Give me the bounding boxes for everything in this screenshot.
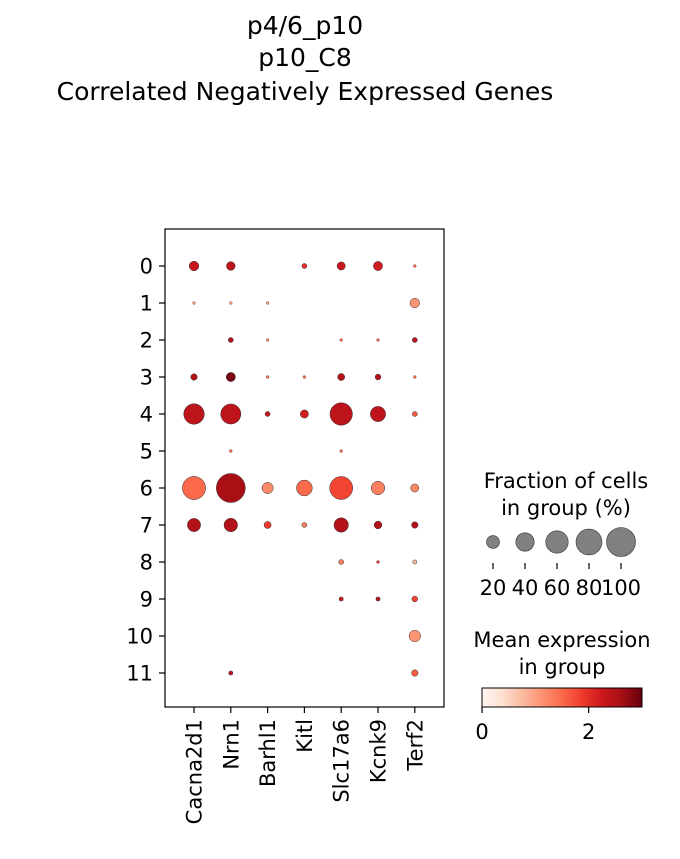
dot-0-Slc17a6 (336, 261, 346, 271)
dot-6-Kcnk9 (370, 480, 386, 496)
dot-4-Terf2 (412, 411, 418, 417)
size-legend-dot (486, 535, 500, 549)
dot-7-Barhl1 (263, 521, 272, 529)
dot-8-Terf2 (412, 559, 418, 565)
dot-11-Terf2 (411, 669, 419, 677)
y-tick-label: 4 (140, 403, 153, 427)
y-tick-label: 1 (140, 292, 153, 316)
y-tick-label: 10 (126, 625, 153, 649)
y-tick-label: 5 (140, 440, 153, 464)
x-tick-label: Kitl (293, 719, 317, 753)
dot-5-Slc17a6 (339, 449, 343, 453)
size-legend-label: 80 (576, 576, 603, 600)
dot-1-Terf2 (409, 297, 420, 309)
dot-3-Cacna2d1 (190, 373, 198, 381)
dot-2-Barhl1 (265, 338, 270, 342)
dot-6-Kitl (296, 479, 313, 497)
dot-2-Terf2 (412, 337, 418, 343)
dot-2-Kcnk9 (376, 338, 380, 342)
dot-7-Kcnk9 (373, 520, 383, 530)
size-legend-dot (545, 530, 569, 554)
chart-title-line-3: Correlated Negatively Expressed Genes (56, 77, 554, 106)
dot-1-Barhl1 (265, 301, 270, 305)
size-legend-title-line-1: Fraction of cells (484, 469, 649, 493)
dot-6-Terf2 (410, 483, 420, 493)
dot-4-Kcnk9 (370, 406, 386, 422)
dot-9-Terf2 (411, 595, 418, 603)
colorbar (481, 687, 643, 708)
dot-2-Nrn1 (228, 337, 234, 343)
colorbar-tick-label: 2 (582, 720, 595, 744)
dot-1-Nrn1 (229, 301, 233, 305)
size-legend-dot (515, 532, 535, 552)
dot-6-Slc17a6 (329, 476, 353, 500)
dot-8-Kcnk9 (376, 560, 380, 564)
dot-8-Slc17a6 (338, 559, 344, 565)
dot-9-Slc17a6 (338, 596, 344, 602)
size-legend-label: 20 (480, 576, 507, 600)
size-legend-dot (606, 527, 636, 557)
dot-7-Terf2 (411, 521, 419, 529)
colorbar-tick-label: 0 (475, 720, 488, 744)
dot-1-Cacna2d1 (192, 301, 196, 305)
dot-7-Nrn1 (223, 517, 238, 533)
dot-4-Barhl1 (264, 411, 271, 417)
dot-0-Terf2 (413, 264, 417, 268)
dot-9-Kcnk9 (375, 596, 381, 602)
y-tick-label: 8 (140, 551, 153, 575)
size-legend-label: 40 (512, 576, 539, 600)
color-legend-title-line-2: in group (519, 655, 606, 679)
x-tick-label: Barhl1 (256, 719, 280, 787)
dot-3-Slc17a6 (337, 373, 346, 381)
dot-4-Nrn1 (220, 403, 242, 425)
dot-4-Kitl (300, 409, 309, 419)
dot-3-Nrn1 (225, 372, 236, 382)
size-legend-label: 60 (544, 576, 571, 600)
dot-3-Terf2 (413, 375, 417, 379)
dot-3-Kcnk9 (374, 373, 382, 381)
size-legend-label: 100 (601, 576, 641, 600)
dot-0-Kcnk9 (373, 261, 383, 271)
color-legend-title-line-1: Mean expression (473, 628, 650, 652)
dot-10-Terf2 (408, 629, 421, 643)
x-tick-label: Kcnk9 (367, 719, 391, 783)
dot-11-Nrn1 (228, 670, 234, 676)
dot-6-Nrn1 (216, 473, 246, 503)
dot-6-Cacna2d1 (182, 476, 206, 500)
x-tick-label: Slc17a6 (330, 719, 354, 803)
y-tick-label: 2 (140, 329, 153, 353)
size-legend-dot (575, 528, 603, 556)
y-tick-label: 0 (140, 255, 153, 279)
y-tick-label: 9 (140, 588, 153, 612)
dot-3-Barhl1 (265, 375, 270, 379)
dot-6-Barhl1 (261, 482, 274, 494)
y-tick-label: 3 (140, 366, 153, 390)
dot-0-Nrn1 (226, 261, 236, 271)
x-tick-label: Cacna2d1 (183, 719, 207, 824)
dot-5-Nrn1 (229, 449, 233, 453)
dot-0-Cacna2d1 (188, 260, 200, 272)
y-tick-label: 7 (140, 514, 153, 538)
dot-7-Slc17a6 (333, 517, 349, 533)
size-legend-title-line-2: in group (%) (501, 496, 631, 520)
chart-title-line-1: p4/6_p10 (246, 11, 364, 40)
dot-3-Kitl (302, 375, 306, 379)
dot-2-Slc17a6 (339, 338, 343, 342)
plot-frame (164, 228, 445, 708)
dot-4-Cacna2d1 (183, 403, 205, 425)
x-tick-label: Terf2 (403, 719, 427, 772)
dot-4-Slc17a6 (329, 402, 353, 426)
chart-title-line-2: p10_C8 (258, 43, 352, 72)
dot-0-Kitl (301, 263, 308, 269)
x-tick-label: Nrn1 (219, 719, 243, 770)
dot-7-Cacna2d1 (187, 518, 201, 532)
dot-7-Kitl (301, 522, 308, 528)
y-tick-label: 6 (140, 477, 153, 501)
y-tick-label: 11 (126, 662, 153, 686)
